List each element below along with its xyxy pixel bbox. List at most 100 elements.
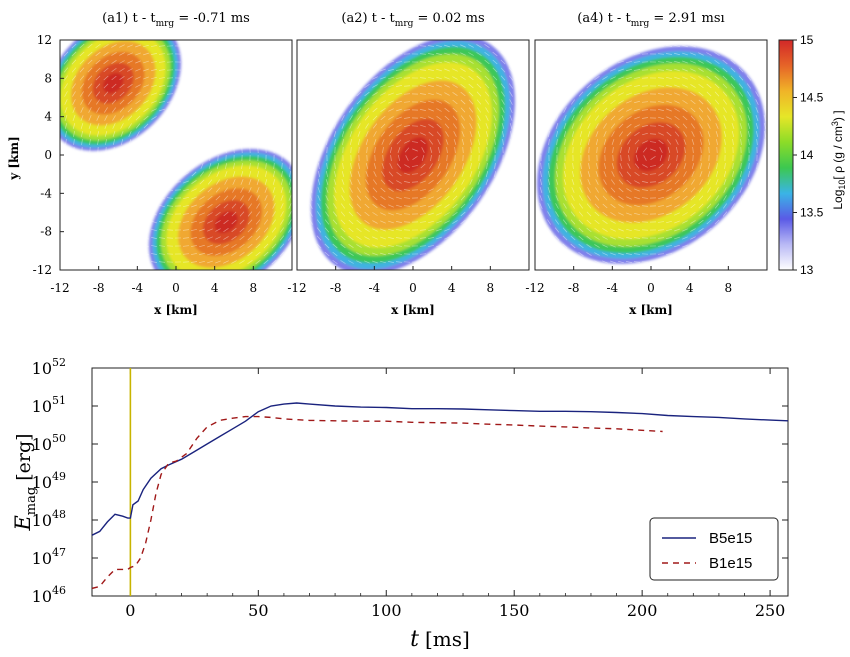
velocity-arrow (143, 123, 149, 129)
velocity-arrow (349, 179, 353, 185)
velocity-arrow (524, 259, 529, 265)
velocity-arrow (64, 91, 68, 97)
velocity-arrow (264, 130, 268, 138)
velocity-arrow (419, 101, 427, 103)
velocity-arrow (288, 83, 292, 89)
velocity-arrow (419, 45, 427, 47)
velocity-arrow (71, 235, 77, 241)
velocity-arrow (159, 204, 165, 208)
velocity-arrow (159, 116, 165, 120)
velocity-arrow (216, 139, 220, 145)
velocity-arrow (428, 196, 434, 200)
star-density-blob (304, 40, 522, 270)
velocity-arrow (151, 244, 157, 248)
velocity-arrow (199, 252, 205, 256)
velocity-arrow (263, 43, 269, 49)
velocity-arrow (356, 252, 362, 256)
velocity-arrow (657, 45, 665, 47)
velocity-arrow (207, 60, 213, 64)
velocity-arrow (151, 116, 157, 120)
velocity-arrow (419, 237, 427, 239)
velocity-arrow (280, 123, 284, 129)
velocity-arrow (477, 171, 481, 177)
velocity-arrow (484, 219, 490, 225)
velocity-arrow (372, 107, 378, 113)
velocity-arrow (103, 203, 109, 209)
velocity-arrow (548, 130, 550, 138)
velocity-arrow (610, 252, 616, 256)
velocity-arrow (762, 259, 767, 265)
velocity-arrow (484, 59, 490, 65)
velocity-arrow (484, 227, 490, 233)
velocity-arrow (288, 107, 292, 113)
velocity-arrow (578, 75, 584, 81)
velocity-arrow (453, 171, 457, 177)
velocity-arrow (191, 220, 197, 224)
velocity-arrow (316, 83, 322, 89)
velocity-arrow (80, 187, 84, 193)
velocity-arrow (340, 235, 346, 241)
velocity-arrow (436, 171, 442, 177)
velocity-arrow (731, 187, 735, 193)
velocity-arrow (602, 91, 608, 97)
velocity-arrow (64, 179, 68, 185)
velocity-arrow (358, 162, 360, 170)
velocity-arrow (602, 203, 608, 209)
velocity-arrow (755, 107, 759, 113)
velocity-arrow (657, 77, 665, 79)
velocity-arrow (460, 252, 466, 256)
velocity-arrow (231, 235, 237, 241)
velocity-arrow (167, 147, 173, 153)
velocity-arrow (112, 115, 116, 121)
velocity-arrow (642, 164, 648, 168)
velocity-arrow (509, 195, 513, 201)
velocity-arrow (380, 68, 386, 72)
velocity-arrow (460, 228, 466, 232)
velocity-arrow (104, 187, 108, 193)
velocity-arrow (143, 76, 149, 80)
velocity-arrow (143, 244, 149, 248)
velocity-arrow (674, 108, 680, 112)
velocity-arrow (332, 251, 338, 257)
velocity-arrow (111, 252, 117, 256)
velocity-arrow (380, 195, 386, 201)
velocity-arrow (698, 107, 704, 113)
velocity-arrow (698, 244, 704, 248)
velocity-arrow (446, 146, 448, 154)
velocity-arrow (387, 261, 395, 263)
velocity-arrow (71, 51, 77, 57)
velocity-arrow (191, 84, 197, 88)
velocity-arrow (240, 179, 244, 185)
velocity-arrow (79, 75, 85, 81)
velocity-arrow (104, 179, 108, 185)
velocity-arrow (182, 237, 190, 239)
velocity-arrow (731, 99, 735, 105)
velocity-arrow (619, 163, 623, 169)
velocity-arrow (159, 132, 165, 136)
velocity-arrow (602, 115, 608, 121)
velocity-arrow (634, 124, 640, 128)
velocity-arrow (618, 220, 624, 224)
velocity-arrow (756, 130, 758, 138)
velocity-arrow (444, 244, 450, 248)
velocity-arrow (317, 195, 321, 201)
line-series-group (92, 402, 788, 590)
velocity-arrow (460, 44, 466, 48)
velocity-arrow (223, 99, 229, 105)
velocity-arrow (225, 146, 227, 154)
velocity-arrow (395, 92, 403, 96)
velocity-arrow (674, 179, 680, 185)
velocity-arrow (372, 212, 378, 216)
velocity-arrow (715, 131, 719, 137)
velocity-arrow (484, 243, 490, 249)
velocity-arrow (127, 244, 133, 248)
velocity-arrow (747, 179, 751, 185)
velocity-arrow (755, 91, 759, 97)
velocity-arrow (539, 179, 543, 185)
velocity-arrow (683, 163, 687, 169)
velocity-arrow (547, 211, 551, 217)
velocity-arrow (288, 99, 292, 105)
velocity-arrow (288, 211, 292, 217)
velocity-arrow (247, 227, 253, 233)
velocity-arrow (436, 196, 442, 200)
